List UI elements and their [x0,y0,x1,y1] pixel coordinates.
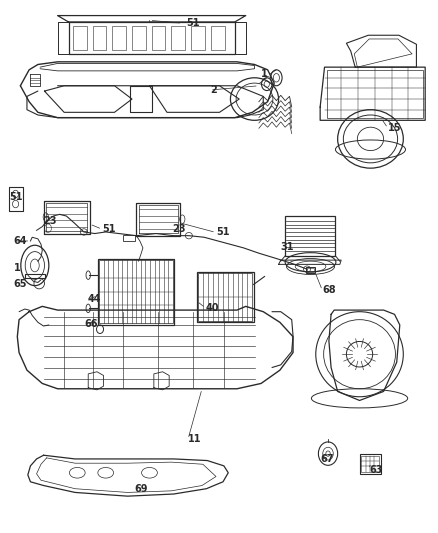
Bar [123,235,135,241]
Text: 51: 51 [102,224,116,235]
Text: 23: 23 [172,224,185,235]
Bar [285,216,335,256]
Bar [171,26,185,50]
Bar [98,259,174,325]
Text: 66: 66 [85,319,98,329]
Bar [191,26,205,50]
Text: 2: 2 [209,85,216,95]
Bar [99,260,173,324]
Text: 65: 65 [14,279,27,288]
Bar [73,26,86,50]
Text: 51: 51 [215,228,229,238]
Text: 51: 51 [186,18,200,28]
Text: 11: 11 [187,434,201,445]
Text: 69: 69 [134,484,147,494]
Text: 31: 31 [280,242,293,252]
Bar [196,272,253,322]
Bar [112,26,126,50]
Text: 23: 23 [43,216,57,226]
Bar [305,266,314,273]
Bar [306,268,313,272]
Text: 67: 67 [319,454,333,464]
Text: 40: 40 [205,303,219,313]
Bar [326,70,422,118]
Text: 15: 15 [387,123,401,133]
Bar [360,456,378,472]
Bar [92,26,106,50]
Bar [210,26,224,50]
Text: 68: 68 [321,286,335,295]
Bar [151,26,165,50]
Text: 63: 63 [368,465,382,474]
Text: 44: 44 [87,294,101,304]
Text: 64: 64 [14,236,27,246]
Text: 1: 1 [14,263,21,272]
Bar [198,273,252,321]
Text: 51: 51 [10,192,23,203]
Text: 1: 1 [261,69,267,79]
Bar [359,454,380,474]
Bar [132,26,145,50]
